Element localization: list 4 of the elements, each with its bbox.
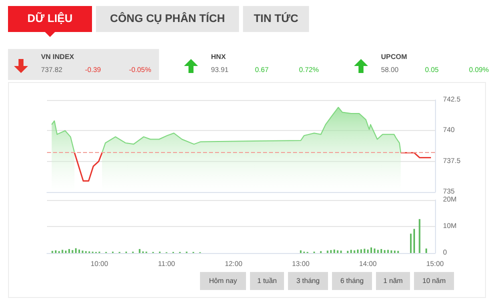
text: CÔNG CỤ PHÂN TÍCH <box>96 6 239 32</box>
line-series <box>74 152 103 182</box>
text: DỮ LIỆU <box>8 6 92 32</box>
text: TIN TỨC <box>243 6 309 32</box>
